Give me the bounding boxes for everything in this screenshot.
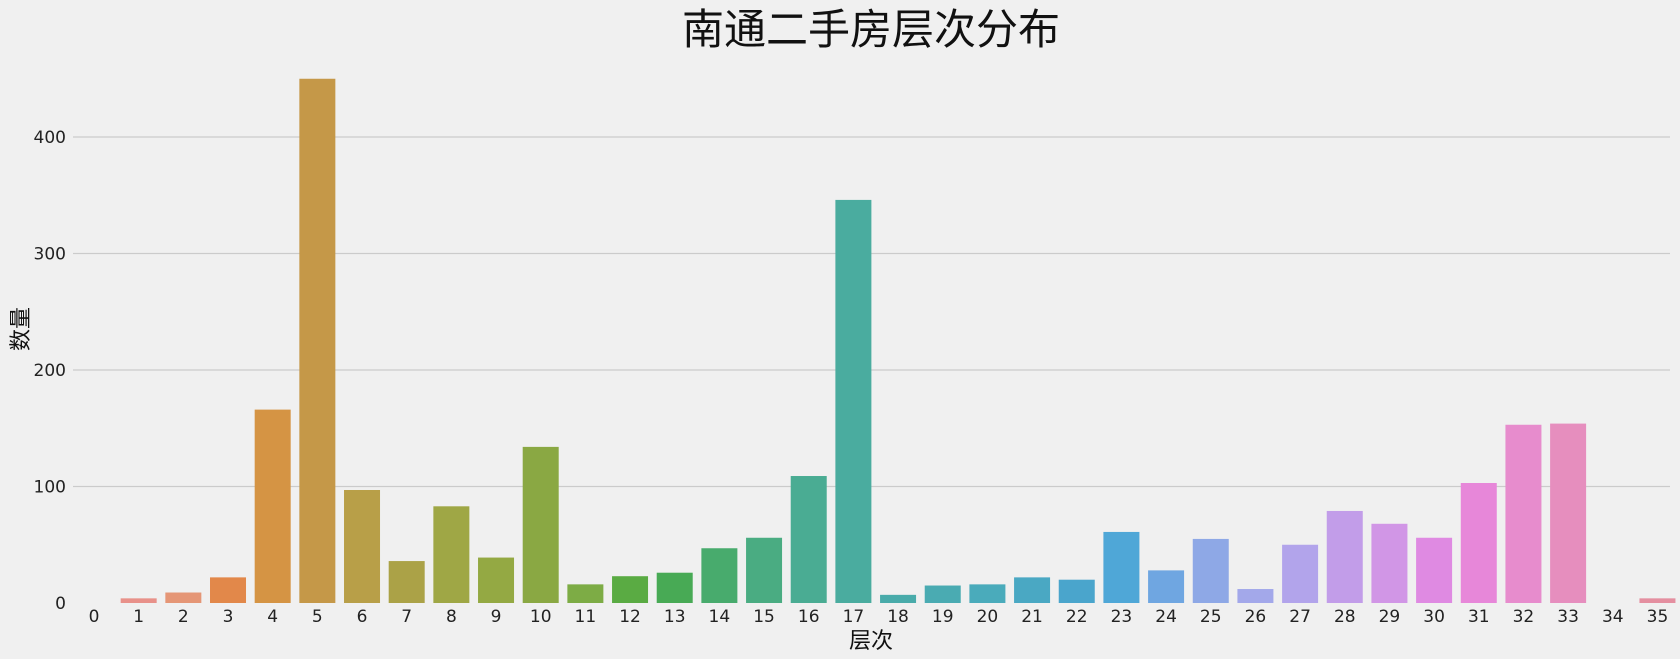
bar-11 [567, 584, 604, 603]
x-tick-label: 20 [977, 607, 999, 627]
x-tick-label: 32 [1513, 607, 1535, 627]
y-axis-title: 数量 [9, 307, 34, 351]
bar-6 [344, 489, 381, 603]
bar-16 [790, 476, 827, 603]
bar-22 [1058, 579, 1095, 603]
x-tick-label: 25 [1200, 607, 1222, 627]
x-tick-label: 10 [530, 607, 552, 627]
bar-15 [746, 537, 783, 603]
x-axis-ticks: 0 1 2 3 4 5 6 7 8 9 10 11 12 13 14 15 16 17 18 19 20 21 22 23 24… [89, 607, 1669, 627]
x-tick-label: 3 [223, 607, 234, 627]
bar-10 [522, 446, 559, 603]
bar-4 [254, 409, 291, 603]
x-tick-label: 16 [798, 607, 820, 627]
x-tick-label: 21 [1021, 607, 1043, 627]
bar-26 [1237, 589, 1274, 603]
x-tick-label: 31 [1468, 607, 1490, 627]
y-tick-label: 0 [55, 594, 66, 614]
x-tick-label: 0 [89, 607, 100, 627]
x-tick-label: 33 [1557, 607, 1579, 627]
bar-21 [1014, 577, 1051, 603]
x-tick-label: 29 [1379, 607, 1401, 627]
bar-14 [701, 548, 738, 603]
bar-23 [1103, 531, 1140, 603]
x-tick-label: 19 [932, 607, 954, 627]
y-tick-label: 300 [34, 245, 66, 265]
x-tick-label: 8 [446, 607, 457, 627]
bar-30 [1416, 537, 1453, 603]
x-tick-label: 5 [312, 607, 323, 627]
x-tick-label: 15 [753, 607, 775, 627]
y-tick-label: 200 [34, 361, 66, 381]
x-tick-label: 27 [1289, 607, 1311, 627]
bar-32 [1505, 424, 1542, 603]
y-tick-label: 100 [34, 478, 66, 498]
bar-25 [1192, 538, 1229, 603]
bar-2 [165, 592, 202, 603]
bar-24 [1148, 570, 1185, 603]
bar-29 [1371, 523, 1408, 603]
x-tick-label: 6 [357, 607, 368, 627]
x-tick-label: 2 [178, 607, 189, 627]
x-tick-label: 30 [1423, 607, 1445, 627]
x-axis-title: 层次 [849, 629, 893, 654]
x-tick-label: 23 [1111, 607, 1133, 627]
bar-35 [1639, 598, 1676, 603]
chart-title: 南通二手房层次分布 [682, 5, 1060, 54]
x-tick-label: 18 [887, 607, 909, 627]
bar-27 [1282, 544, 1319, 603]
bar-12 [612, 576, 649, 603]
y-axis-ticks: 0 100 200 300 400 [34, 128, 66, 614]
x-tick-label: 24 [1155, 607, 1177, 627]
bar-33 [1550, 423, 1587, 603]
x-tick-label: 26 [1245, 607, 1267, 627]
x-tick-label: 12 [619, 607, 641, 627]
bar-20 [969, 584, 1006, 603]
x-tick-label: 34 [1602, 607, 1624, 627]
bar-7 [388, 561, 425, 603]
x-tick-label: 28 [1334, 607, 1356, 627]
bar-9 [478, 557, 515, 603]
x-tick-label: 14 [709, 607, 731, 627]
x-tick-label: 22 [1066, 607, 1088, 627]
x-tick-label: 1 [133, 607, 144, 627]
bar-19 [924, 585, 961, 603]
bar-5 [299, 78, 336, 603]
bar-17 [835, 199, 872, 603]
bar-3 [210, 577, 247, 603]
x-tick-label: 9 [491, 607, 502, 627]
bar-8 [433, 506, 470, 603]
y-tick-label: 400 [34, 128, 66, 148]
gridlines [73, 136, 1670, 488]
x-tick-label: 17 [843, 607, 865, 627]
x-tick-label: 35 [1647, 607, 1669, 627]
bars [120, 78, 1676, 603]
bar-31 [1460, 483, 1497, 603]
bar-13 [656, 572, 693, 603]
bar-28 [1326, 510, 1363, 603]
x-tick-label: 11 [575, 607, 597, 627]
bar-18 [880, 594, 917, 603]
x-tick-label: 4 [267, 607, 278, 627]
x-tick-label: 7 [401, 607, 412, 627]
bar-1 [120, 598, 157, 603]
x-tick-label: 13 [664, 607, 686, 627]
